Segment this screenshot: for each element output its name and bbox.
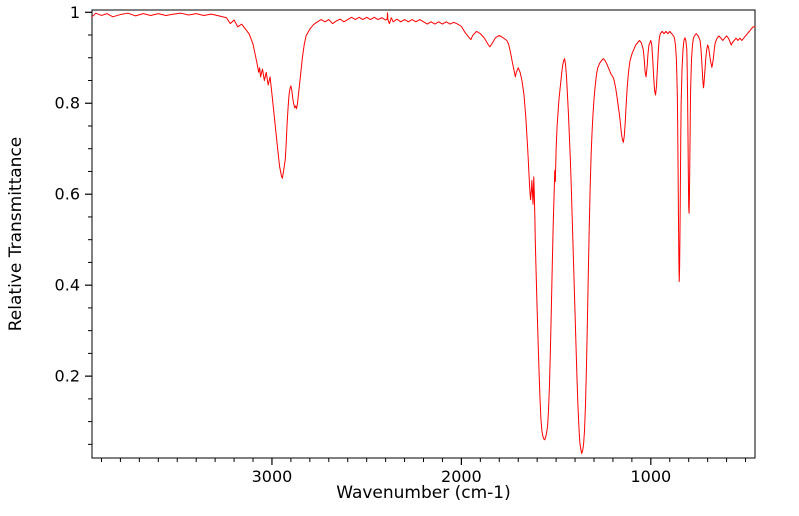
x-tick-label: 3000 bbox=[252, 467, 293, 486]
y-tick-label: 0.4 bbox=[55, 276, 80, 295]
x-axis-label: Wavenumber (cm-1) bbox=[336, 483, 511, 503]
plot-border bbox=[91, 9, 756, 459]
y-tick-label: 0.2 bbox=[55, 367, 80, 386]
y-tick-label: 1 bbox=[70, 3, 80, 22]
y-tick-label: 0.8 bbox=[55, 94, 80, 113]
x-tick-label: 1000 bbox=[630, 467, 671, 486]
y-axis-label: Relative Transmittance bbox=[6, 136, 26, 332]
x-tick-label: 2000 bbox=[441, 467, 482, 486]
y-tick-label: 0.6 bbox=[55, 185, 80, 204]
spectrum-line bbox=[91, 12, 756, 454]
